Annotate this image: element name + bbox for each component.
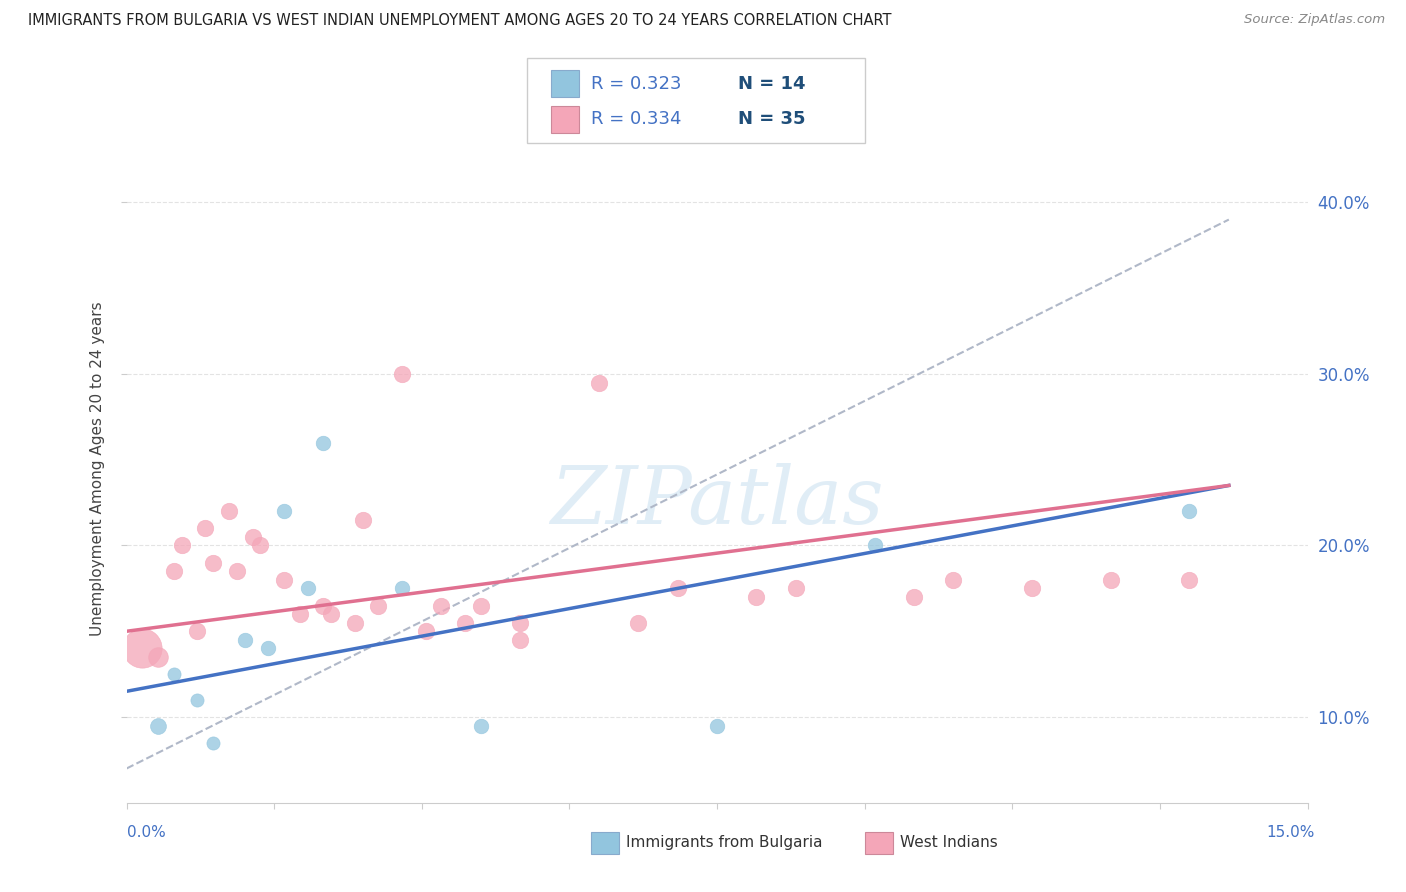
Point (391, 367, 413, 381)
Text: Source: ZipAtlas.com: Source: ZipAtlas.com (1244, 13, 1385, 27)
Point (218, 504, 240, 518)
Point (470, 718, 492, 732)
Point (202, 736, 225, 750)
Point (1178, 573, 1201, 587)
Point (942, 573, 965, 587)
Point (430, 599, 453, 613)
Text: West Indians: West Indians (900, 836, 998, 850)
Point (186, 624, 208, 639)
Point (1099, 573, 1122, 587)
Text: R = 0.323: R = 0.323 (591, 75, 681, 93)
Point (706, 718, 728, 732)
Point (367, 599, 389, 613)
Text: IMMIGRANTS FROM BULGARIA VS WEST INDIAN UNEMPLOYMENT AMONG AGES 20 TO 24 YEARS C: IMMIGRANTS FROM BULGARIA VS WEST INDIAN … (28, 13, 891, 29)
Point (321, 607, 343, 621)
Point (131, 641, 153, 656)
Point (785, 582, 807, 596)
Point (202, 556, 225, 570)
Point (1178, 504, 1201, 518)
Point (903, 590, 925, 604)
Text: N = 14: N = 14 (738, 75, 806, 93)
Point (588, 376, 610, 390)
Text: Immigrants from Bulgaria: Immigrants from Bulgaria (626, 836, 823, 850)
Point (1021, 582, 1043, 596)
Point (470, 599, 492, 613)
Point (745, 590, 768, 604)
Point (297, 582, 319, 596)
Y-axis label: Unemployment Among Ages 20 to 24 years: Unemployment Among Ages 20 to 24 years (90, 301, 105, 636)
Point (343, 615, 366, 630)
Point (186, 693, 208, 707)
Point (391, 582, 413, 596)
Point (273, 573, 295, 587)
Point (163, 564, 186, 578)
Point (242, 530, 264, 544)
Point (312, 435, 335, 450)
Point (509, 632, 531, 647)
Point (312, 599, 335, 613)
Point (454, 615, 477, 630)
Point (863, 539, 886, 553)
Point (627, 615, 650, 630)
Text: R = 0.334: R = 0.334 (591, 111, 681, 128)
Point (146, 718, 169, 732)
Point (509, 615, 531, 630)
Text: ZIPatlas: ZIPatlas (550, 463, 884, 541)
Point (257, 641, 280, 656)
Point (352, 513, 374, 527)
Point (225, 564, 247, 578)
Text: N = 35: N = 35 (738, 111, 806, 128)
Point (233, 632, 256, 647)
Point (273, 504, 295, 518)
Point (194, 521, 217, 535)
Point (163, 667, 186, 681)
Text: 0.0%: 0.0% (127, 825, 166, 840)
Point (249, 539, 271, 553)
Point (146, 650, 169, 665)
Point (170, 539, 193, 553)
Point (288, 607, 311, 621)
Point (666, 582, 689, 596)
Text: 15.0%: 15.0% (1267, 825, 1315, 840)
Point (415, 624, 437, 639)
